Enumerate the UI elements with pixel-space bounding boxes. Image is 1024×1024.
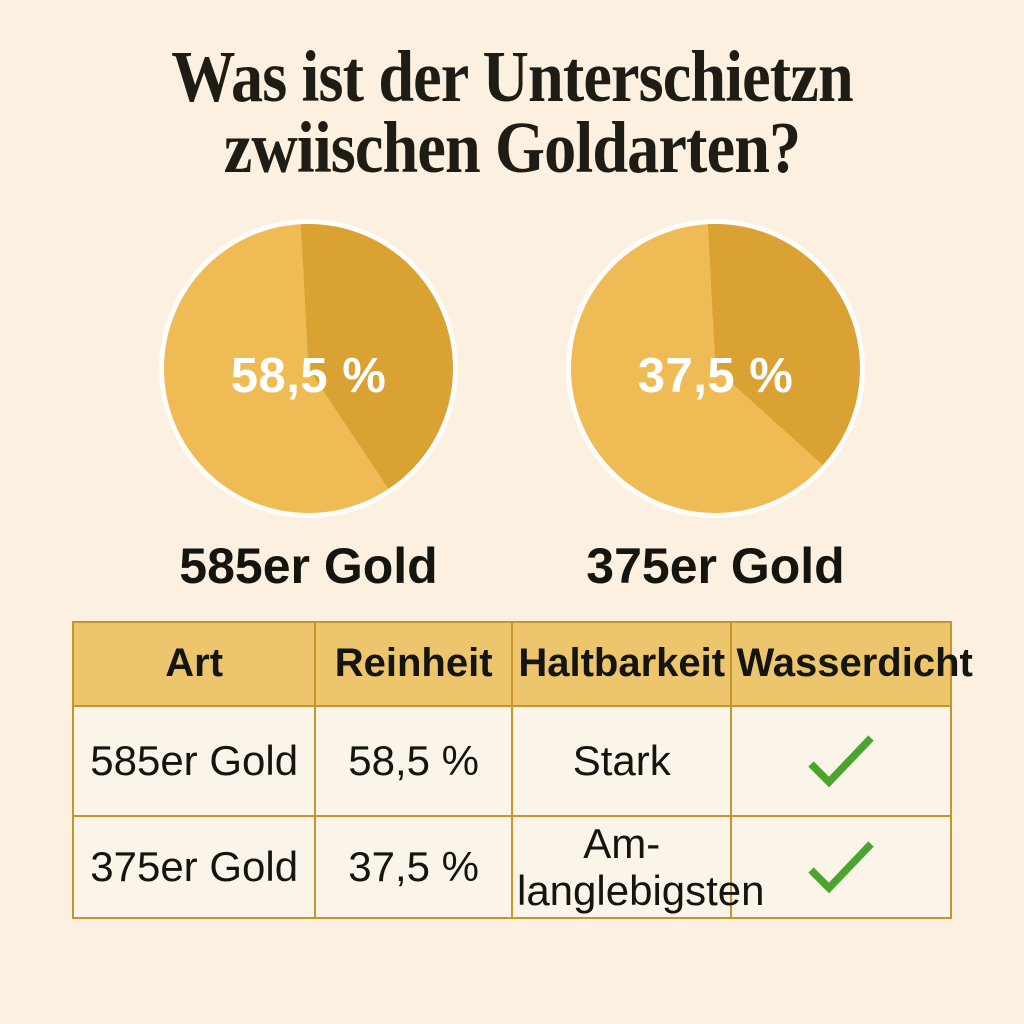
cell-reinheit-585: 58,5 % <box>314 704 513 817</box>
cell-wasserdicht-585 <box>730 704 952 817</box>
cell-art-375: 375er Gold <box>71 814 317 919</box>
pie-center-label-585: 58,5 % <box>230 349 387 404</box>
pie-group-375: 37,5 % 375er Gold <box>571 223 860 595</box>
table-header-row: Art Reinheit Haltbarkeit Wasserdicht <box>71 620 973 707</box>
pie-caption-585: 585er Gold <box>179 537 438 594</box>
cell-wasserdicht-375 <box>730 814 952 919</box>
pie-chart-375: 37,5 % <box>571 223 860 513</box>
col-header-haltbarkeit: Haltbarkeit <box>510 620 733 707</box>
col-header-wasserdicht: Wasserdicht <box>730 620 973 707</box>
cell-reinheit-375: 37,5 % <box>314 814 513 919</box>
check-icon <box>808 841 874 893</box>
title-line-2: zwiischen Goldarten? <box>223 106 801 188</box>
pie-group-585: 58,5 % 585er Gold <box>164 223 453 595</box>
title-line-1: Was ist der Unterschietzn <box>171 36 853 117</box>
table-row-375: 375er Gold 37,5 % Am- langlebigsten <box>71 814 952 919</box>
col-header-reinheit: Reinheit <box>314 620 513 707</box>
table-row-585: 585er Gold 58,5 % Stark <box>71 704 952 817</box>
cell-haltbarkeit-375: Am- langlebigsten <box>510 814 765 919</box>
check-icon <box>808 735 874 787</box>
pie-charts-row: 58,5 % 585er Gold 37,5 % 375er Gold <box>0 223 1024 595</box>
pie-chart-585: 58,5 % <box>164 223 453 513</box>
comparison-table: Art Reinheit Haltbarkeit Wasserdicht 585… <box>71 620 973 919</box>
pie-caption-375: 375er Gold <box>586 537 845 594</box>
page-title: Was ist der Unterschietzn zwiischen Gold… <box>0 0 1024 184</box>
pie-center-label-375: 37,5 % <box>637 349 794 404</box>
cell-haltbarkeit-585: Stark <box>510 704 733 817</box>
col-header-art: Art <box>71 620 317 707</box>
cell-art-585: 585er Gold <box>71 704 317 817</box>
